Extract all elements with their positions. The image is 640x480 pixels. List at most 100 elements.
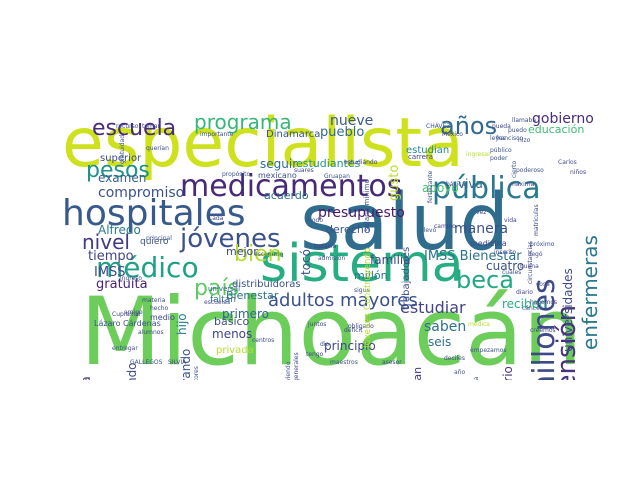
word-cierto: cierto: [511, 160, 518, 178]
word-francisco: francisco: [496, 135, 524, 142]
word-beca: beca: [456, 266, 514, 294]
word-compromiso: compromiso: [98, 185, 185, 201]
word-millon: millón: [354, 269, 388, 282]
word-cosa: cosa: [536, 281, 550, 288]
word-cuatro: cuatro: [486, 259, 525, 273]
word-hizo: hizo: [518, 137, 531, 144]
word-universal: universal: [208, 285, 241, 293]
word-chavez: CHÁVEZ: [426, 123, 451, 130]
word-mejor: mejor: [226, 245, 258, 258]
word-bien: bien: [234, 242, 282, 267]
word-primero: primero: [222, 307, 269, 321]
word-viviendo: viviendo: [285, 361, 292, 380]
word-salario: salario: [501, 366, 515, 380]
word-poderoso: poderoso: [516, 167, 544, 174]
word-estudiando: estudiando: [344, 159, 378, 166]
word-cancer: cáncer: [522, 305, 543, 312]
word-mexicano: mexicano: [258, 171, 297, 180]
word-nivel: nivel: [82, 230, 130, 254]
word-viva: viva: [458, 177, 483, 191]
word-michoacan: Michoacán: [80, 278, 583, 380]
word-gusto: gusto: [387, 164, 402, 201]
word-escenario: escenario: [254, 251, 284, 258]
word-manera: manera: [454, 221, 509, 237]
word-buenavista: Buenavista: [473, 377, 480, 380]
word-buena: buena: [520, 263, 539, 270]
word-seis: seis: [428, 335, 452, 349]
word-salario-minimo: salario mínimo: [363, 179, 371, 231]
word-quiero: quiero: [140, 237, 169, 247]
word-trabajadores: trabajadores: [401, 246, 412, 310]
word-cloud: especialista Michoacán salud sistema hospita…: [62, 110, 602, 380]
word-medicina: medicina: [470, 239, 507, 248]
word-cuales: cuáles: [502, 269, 522, 276]
word-pueblo: pueblo: [320, 125, 365, 140]
word-llego: llegó: [528, 251, 543, 258]
word-deciles: deciles: [444, 355, 465, 362]
word-matriculas: matriculas: [533, 204, 540, 236]
word-publica: pública: [432, 171, 541, 206]
word-tengo: tengo: [306, 351, 324, 358]
word-querian: querían: [146, 145, 169, 152]
word-estudiantes: estudiantes: [296, 157, 361, 170]
word-educacion: educación: [528, 123, 585, 136]
word-distribuidoras: distribuidoras: [232, 279, 301, 290]
word-hacemos: hacemos: [530, 299, 558, 306]
word-medico: médico: [96, 251, 199, 284]
word-nueve: nueve: [330, 113, 374, 129]
word-tomar: tomar: [142, 123, 161, 130]
word-derecho: derecho: [326, 223, 371, 236]
word-superior: superior: [100, 153, 142, 164]
word-delincuencia: delincuencia: [79, 377, 93, 380]
word-obligado: obligado: [348, 323, 374, 330]
word-jovenes: jóvenes: [180, 224, 281, 254]
word-puedo: puedo: [508, 127, 527, 134]
word-recurso: recurso: [116, 123, 139, 130]
word-publico: público: [490, 147, 512, 154]
word-maximo: máxima: [510, 181, 535, 188]
word-dio: dio: [320, 341, 330, 348]
word-proposito: propósito: [222, 171, 251, 178]
word-pueda: pueda: [492, 123, 511, 130]
word-salud: salud: [300, 178, 510, 268]
word-anio: año: [454, 369, 466, 376]
word-productores: productores: [193, 366, 200, 380]
word-dinamarca: Dinamarca: [266, 129, 321, 140]
word-anos: años: [440, 112, 498, 140]
word-bienestar: Bienestar: [226, 289, 279, 302]
word-enfermeras: enfermeras: [578, 235, 602, 350]
word-entregar: entregar: [112, 345, 138, 352]
word-gratuidad: gratuidad: [119, 135, 126, 165]
word-asesor: asesor: [382, 359, 402, 366]
word-imss-bienestar: IMSS Bienestar: [424, 249, 522, 264]
word-examen: examen: [98, 171, 147, 185]
word-leyes: leyes: [490, 135, 506, 142]
word-camino: camino: [434, 223, 456, 230]
word-sigue: sigue: [354, 287, 371, 294]
word-empezamos: empezamos: [470, 347, 507, 354]
word-especialista: especialista: [62, 110, 464, 183]
word-ninos: niños: [570, 169, 587, 176]
word-juntos: juntos: [308, 321, 327, 328]
word-diario: diario: [516, 289, 533, 296]
word-imss: IMSS: [94, 265, 126, 280]
word-vez: vez: [476, 209, 487, 216]
word-inscrito: inscrito: [494, 249, 517, 256]
word-cupiamar: Cupiamar: [112, 311, 142, 318]
word-reciben: reciben: [502, 297, 547, 311]
word-basico: básico: [214, 315, 250, 328]
word-lazaro-cardenas: Lázaro Cárdenas: [94, 319, 161, 328]
word-carlos: Carlos: [558, 159, 577, 166]
word-creemos: creemos: [530, 327, 556, 334]
word-pais: país: [194, 276, 240, 301]
word-toco: tocó: [299, 248, 313, 275]
word-poder: poder: [490, 155, 508, 162]
word-importante: importante: [200, 131, 234, 138]
word-carrera: carrera: [408, 153, 434, 161]
word-apoyo: apoyo: [422, 181, 459, 195]
word-deficit: déficit: [344, 327, 363, 334]
word-ingresar: ingresar: [466, 151, 491, 158]
word-gratuita: gratuita: [96, 277, 148, 292]
word-admision: admisión: [318, 255, 346, 262]
word-jovenes-construyendo: Jóvenes Construyendo: [363, 247, 373, 348]
